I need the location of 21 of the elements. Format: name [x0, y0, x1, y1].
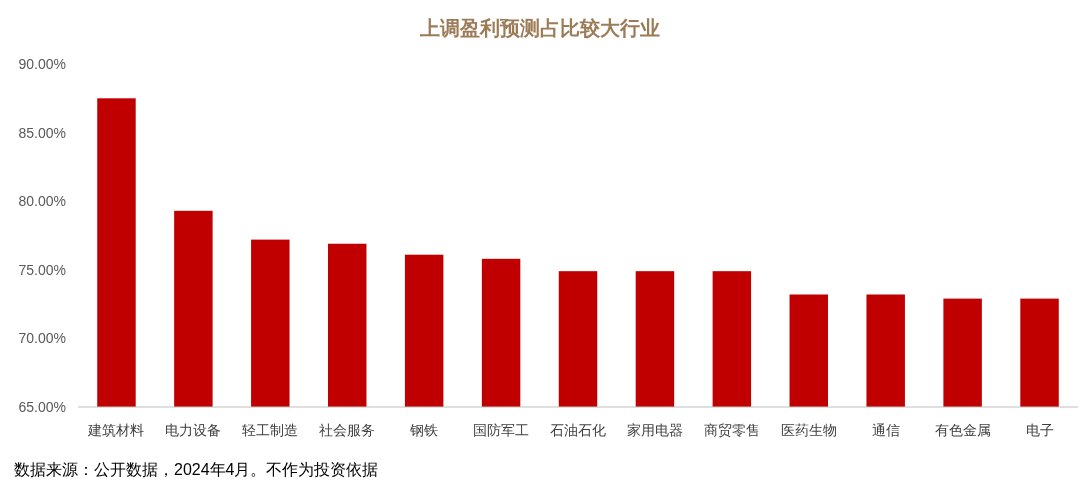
y-tick-label: 80.00%	[18, 193, 66, 210]
y-tick-label: 70.00%	[18, 330, 66, 347]
x-tick-label: 通信	[871, 422, 900, 438]
x-tick-label: 家用电器	[626, 422, 683, 438]
y-tick-label: 85.00%	[18, 124, 66, 141]
x-tick-label: 电力设备	[165, 422, 222, 438]
x-tick-label: 钢铁	[409, 422, 439, 438]
x-tick-label: 社会服务	[319, 422, 376, 438]
x-tick-label: 石油石化	[550, 422, 606, 438]
source-note: 数据来源：公开数据，2024年4月。不作为投资依据	[14, 461, 379, 478]
y-tick-label: 90.00%	[18, 56, 66, 72]
y-tick-label: 75.00%	[18, 261, 66, 278]
chart-title: 上调盈利预测占比较大行业	[419, 17, 660, 39]
x-tick-label: 轻工制造	[242, 422, 299, 438]
x-tick-label: 国防军工	[473, 422, 530, 438]
x-tick-label: 医药生物	[780, 422, 837, 438]
x-tick-label: 商贸零售	[703, 422, 760, 438]
x-tick-label: 电子	[1025, 422, 1054, 438]
y-tick-label: 65.00%	[18, 399, 66, 415]
x-tick-label: 建筑材料	[87, 422, 145, 438]
x-tick-label: 有色金属	[934, 422, 991, 438]
